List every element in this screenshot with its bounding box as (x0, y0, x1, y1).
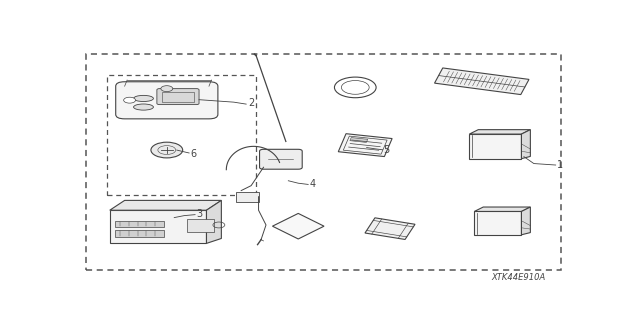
Text: 6: 6 (190, 149, 196, 159)
Bar (115, 230, 164, 237)
Polygon shape (110, 200, 221, 210)
Polygon shape (207, 200, 221, 243)
Polygon shape (522, 207, 531, 235)
Text: 2: 2 (248, 98, 254, 108)
Text: 5: 5 (383, 145, 390, 155)
Text: 3: 3 (196, 209, 202, 219)
Polygon shape (474, 207, 531, 211)
Polygon shape (350, 137, 368, 142)
FancyBboxPatch shape (157, 89, 199, 105)
Circle shape (161, 86, 173, 92)
Polygon shape (469, 130, 531, 134)
Bar (108, 75, 256, 196)
Bar (474, 211, 522, 235)
Bar (187, 219, 214, 232)
Circle shape (151, 142, 182, 158)
Bar (86, 54, 561, 271)
Bar (236, 192, 259, 202)
Polygon shape (435, 68, 529, 94)
FancyBboxPatch shape (260, 149, 302, 169)
Polygon shape (522, 130, 531, 159)
Bar (469, 134, 522, 159)
Polygon shape (339, 134, 392, 157)
Polygon shape (365, 218, 415, 240)
Bar (110, 210, 207, 243)
Text: XTK44E910A: XTK44E910A (492, 272, 546, 282)
Ellipse shape (134, 104, 154, 110)
Text: 4: 4 (309, 179, 315, 189)
Polygon shape (273, 213, 324, 239)
Text: 1: 1 (557, 160, 563, 170)
FancyBboxPatch shape (116, 82, 218, 119)
Bar (115, 220, 164, 227)
Circle shape (124, 97, 136, 103)
Ellipse shape (134, 95, 154, 101)
